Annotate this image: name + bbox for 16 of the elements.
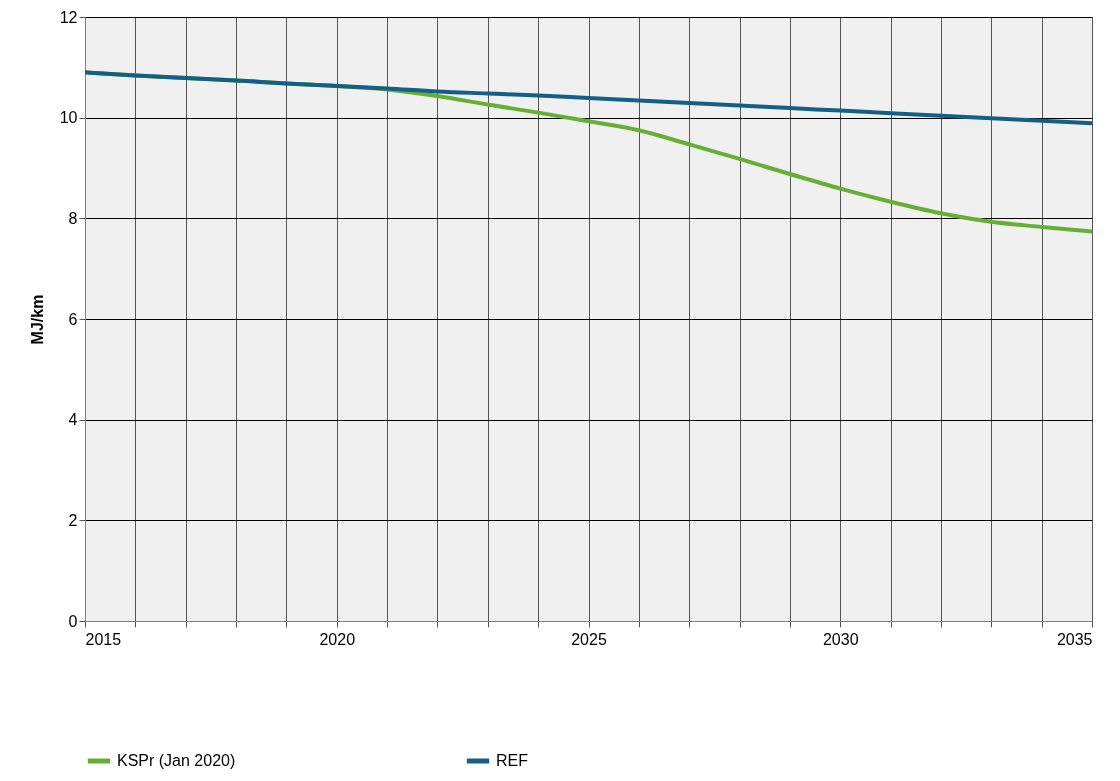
y-tick-label: 0	[68, 612, 78, 630]
x-tick-label: 2035	[1056, 630, 1093, 648]
y-tick-label: 8	[68, 209, 78, 227]
x-tick-label: 2025	[571, 630, 607, 648]
y-tick-label: 2	[68, 511, 78, 529]
y-tick-label: 12	[59, 8, 78, 26]
y-tick-label: 4	[68, 411, 78, 429]
x-tick-label: 2015	[85, 630, 122, 648]
legend-label: KSPr (Jan 2020)	[117, 752, 236, 769]
legend-label: REF	[496, 752, 529, 769]
y-tick-label: 10	[59, 109, 78, 127]
y-axis-title: MJ/km	[28, 294, 46, 345]
y-tick-label: 6	[68, 310, 78, 328]
x-tick-label: 2030	[822, 630, 859, 648]
x-tick-label: 2020	[319, 630, 356, 648]
line-series	[85, 70, 1092, 126]
